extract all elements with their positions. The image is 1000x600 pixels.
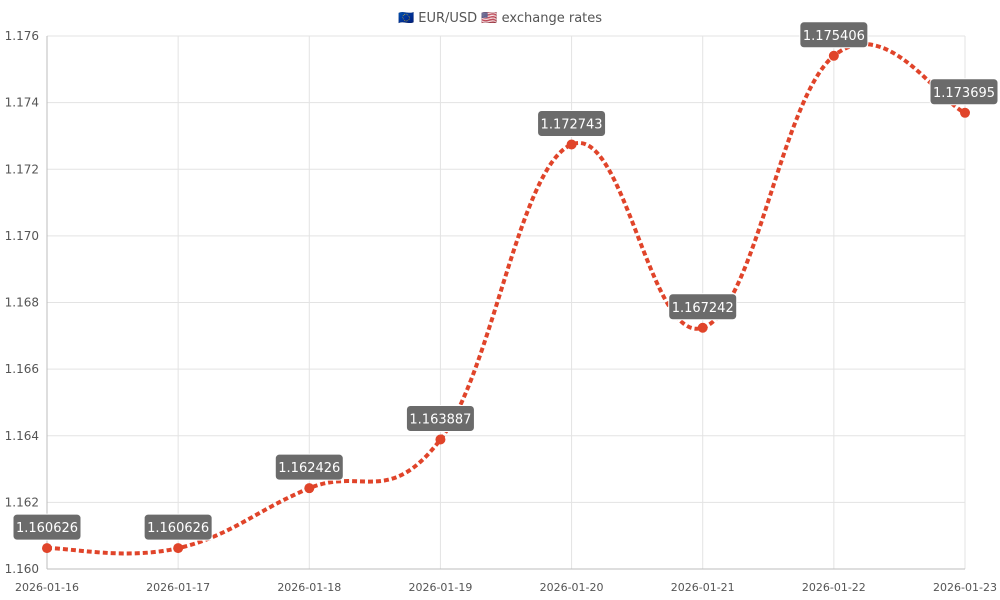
- points-layer: [42, 50, 970, 554]
- y-tick-label: 1.164: [5, 429, 39, 443]
- x-tick-label: 2026-01-16: [15, 581, 79, 594]
- series-layer: [46, 42, 966, 556]
- data-label-box: [537, 109, 607, 137]
- data-point[interactable]: [697, 322, 708, 333]
- data-label-box: [405, 405, 475, 433]
- y-tick-label: 1.166: [5, 362, 39, 376]
- data-label-box: [799, 21, 869, 49]
- data-label-box: [274, 453, 344, 481]
- data-label: 1.160626: [143, 513, 213, 541]
- data-label-text: 1.160626: [147, 521, 209, 536]
- y-tick-label: 1.176: [5, 29, 39, 43]
- data-label-text: 1.173695: [933, 86, 995, 101]
- y-tick-label: 1.170: [5, 229, 39, 243]
- y-tick-label: 1.168: [5, 296, 39, 310]
- chart-title: 🇪🇺 EUR/USD 🇺🇸 exchange rates: [398, 11, 602, 26]
- x-tick-label: 2026-01-17: [146, 581, 210, 594]
- y-tick-label: 1.160: [5, 562, 39, 576]
- data-label-text: 1.160626: [16, 521, 78, 536]
- data-label: 1.173695: [929, 78, 999, 106]
- data-point[interactable]: [435, 434, 446, 445]
- axis-layer: 1.160 1.162 1.164 1.166 1.168 1.170 1.172 1.174…: [5, 29, 997, 594]
- data-point[interactable]: [304, 483, 315, 494]
- data-label: 1.162426: [274, 453, 344, 481]
- x-tick-label: 2026-01-21: [671, 581, 735, 594]
- data-label: 1.175406: [799, 21, 869, 49]
- data-label-box: [929, 78, 999, 106]
- data-point[interactable]: [42, 543, 52, 554]
- data-labels-layer: 1.160626 1.160626 1.162426 1.163887 1.172743…: [12, 21, 999, 541]
- data-label-box: [12, 513, 82, 541]
- x-tick-label: 2026-01-20: [540, 581, 604, 594]
- data-label-text: 1.163887: [409, 413, 471, 428]
- data-point[interactable]: [960, 107, 970, 118]
- x-tick-label: 2026-01-19: [408, 581, 472, 594]
- y-tick-label: 1.174: [5, 96, 39, 110]
- x-tick-label: 2026-01-18: [277, 581, 341, 594]
- grid-layer: [46, 35, 966, 570]
- data-point[interactable]: [828, 50, 839, 61]
- data-label: 1.172743: [537, 109, 607, 137]
- data-label-text: 1.172743: [541, 117, 603, 132]
- data-label-text: 1.162426: [278, 461, 340, 476]
- data-label-box: [668, 293, 738, 321]
- data-point[interactable]: [566, 139, 577, 150]
- series-line: [46, 42, 966, 556]
- data-label: 1.167242: [668, 293, 738, 321]
- x-tick-label: 2026-01-22: [802, 581, 866, 594]
- x-tick-label: 2026-01-23: [933, 581, 997, 594]
- y-tick-label: 1.172: [5, 162, 39, 176]
- data-label: 1.160626: [12, 513, 82, 541]
- data-label-text: 1.175406: [803, 29, 865, 44]
- data-label: 1.163887: [405, 405, 475, 433]
- data-label-box: [143, 513, 213, 541]
- data-label-text: 1.167242: [672, 301, 734, 316]
- y-tick-label: 1.162: [5, 495, 39, 509]
- data-point[interactable]: [173, 543, 184, 554]
